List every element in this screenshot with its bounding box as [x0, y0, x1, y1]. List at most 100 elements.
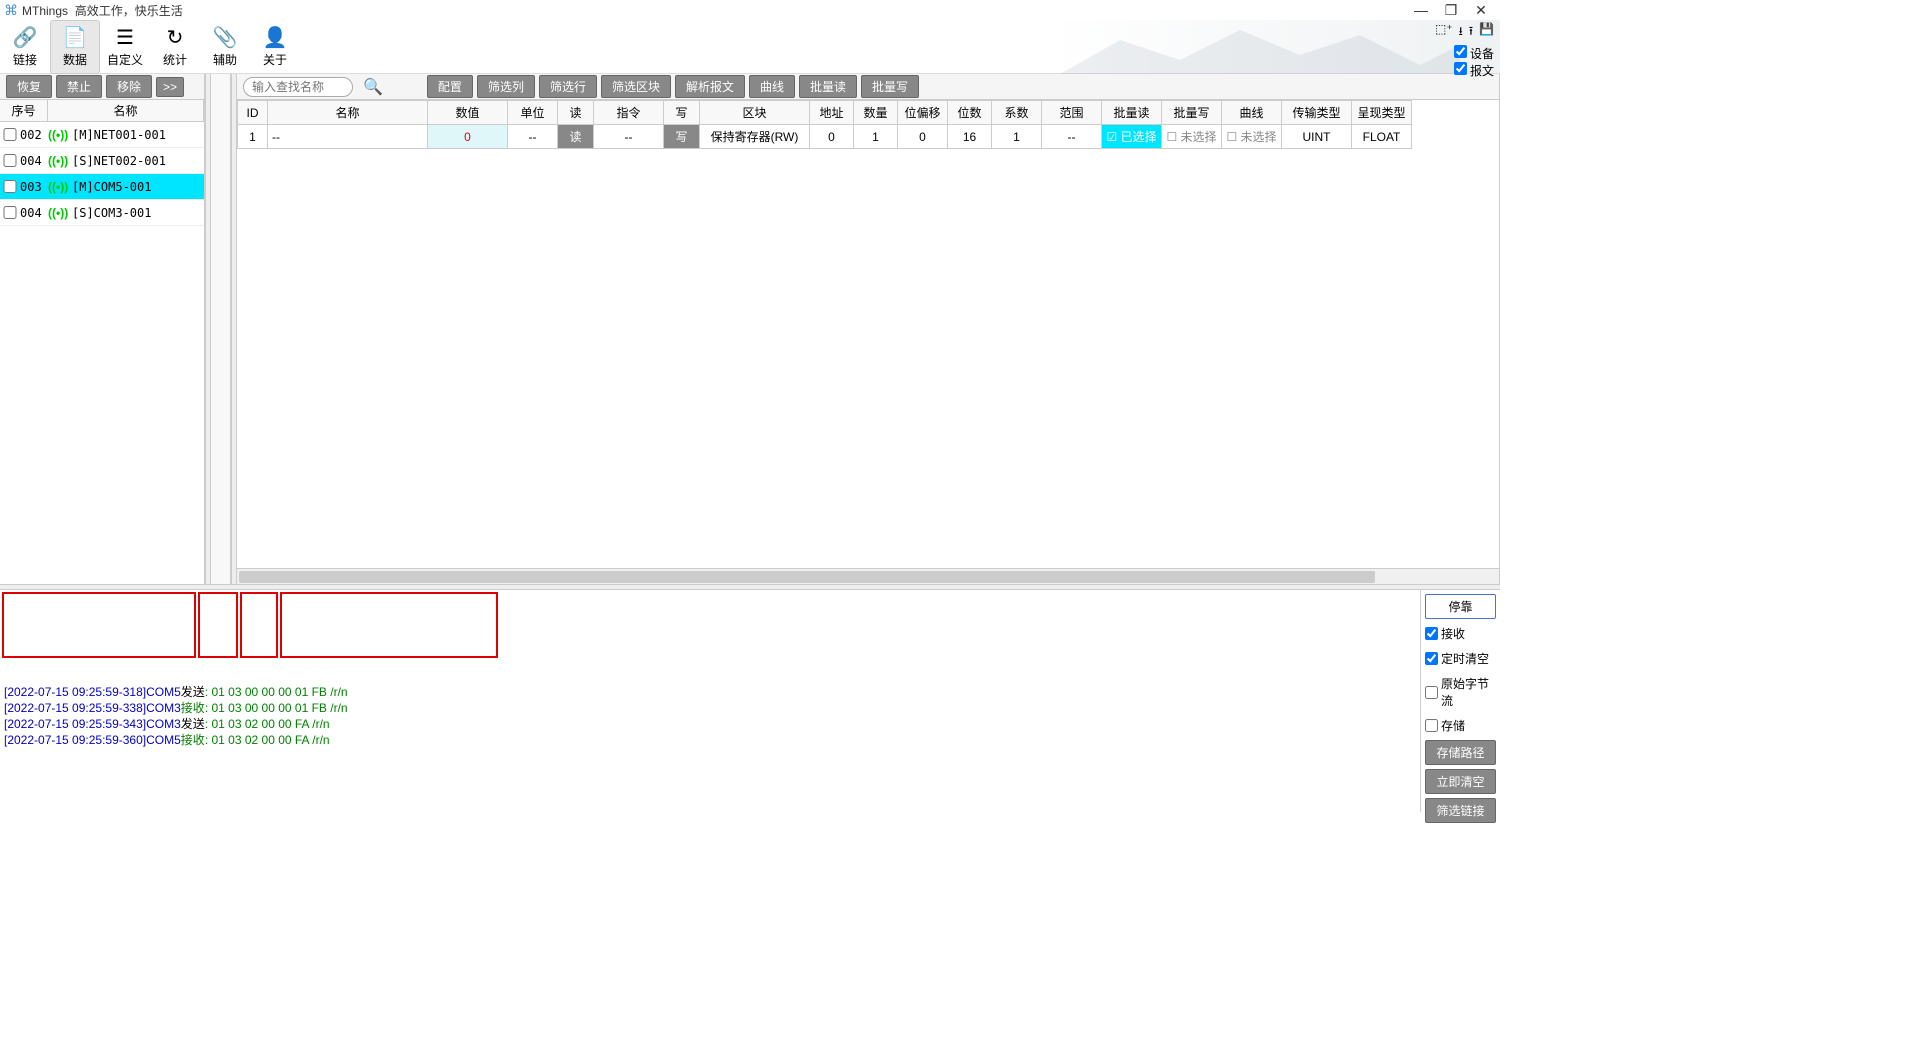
device-list: 002((•))[M]NET001-001004((•))[S]NET002-0…	[0, 122, 204, 584]
filter-col-button[interactable]: 筛选列	[477, 75, 535, 98]
table-cell[interactable]: ☑ 已选择	[1102, 125, 1162, 149]
column-header[interactable]: 名称	[268, 101, 428, 125]
close-button[interactable]: ✕	[1466, 2, 1496, 19]
restore-button[interactable]: 恢复	[6, 75, 52, 98]
store-path-button[interactable]: 存储路径	[1425, 740, 1496, 765]
log-line: [2022-07-15 09:25:59-338]COM3接收: 01 03 0…	[4, 700, 1416, 716]
column-header[interactable]: 位数	[948, 101, 992, 125]
table-cell[interactable]: 1	[992, 125, 1042, 149]
device-checkbox[interactable]	[2, 206, 18, 219]
ribbon-item-4[interactable]: 📎辅助	[200, 20, 250, 74]
table-cell[interactable]: 0	[898, 125, 948, 149]
search-input[interactable]	[243, 77, 353, 97]
curve-button[interactable]: 曲线	[749, 75, 795, 98]
table-cell[interactable]: --	[1042, 125, 1102, 149]
batch-read-button[interactable]: 批量读	[799, 75, 857, 98]
check-message[interactable]: 报文	[1454, 62, 1494, 79]
ribbon-item-5[interactable]: 👤 关于	[250, 20, 300, 74]
device-num: 002	[20, 128, 48, 142]
table-cell[interactable]: --	[508, 125, 558, 149]
horizontal-scrollbar[interactable]	[237, 568, 1499, 584]
device-row[interactable]: 003((•))[M]COM5-001	[0, 174, 204, 200]
column-header[interactable]: ID	[238, 101, 268, 125]
ribbon-item-0[interactable]: 🔗链接	[0, 20, 50, 74]
column-header[interactable]: 指令	[594, 101, 664, 125]
column-header[interactable]: 系数	[992, 101, 1042, 125]
maximize-button[interactable]: ❐	[1436, 2, 1466, 19]
table-cell[interactable]: 1	[854, 125, 898, 149]
ribbon-item-2[interactable]: ☰自定义	[100, 20, 150, 74]
table-cell[interactable]: 读	[558, 125, 594, 149]
table-cell[interactable]: 0	[810, 125, 854, 149]
column-header[interactable]: 数量	[854, 101, 898, 125]
save-icon[interactable]: 💾	[1479, 22, 1494, 43]
column-header[interactable]: 范围	[1042, 101, 1102, 125]
device-checkbox[interactable]	[2, 128, 18, 141]
column-header[interactable]: 地址	[810, 101, 854, 125]
table-cell[interactable]: 写	[664, 125, 700, 149]
right-panel: 🔍 配置 筛选列 筛选行 筛选区块 解析报文 曲线 批量读 批量写 ID名称数值…	[237, 74, 1500, 584]
column-header[interactable]: 传输类型	[1282, 101, 1352, 125]
highlight-box-port	[198, 592, 238, 658]
column-header[interactable]: 曲线	[1222, 101, 1282, 125]
export-icon[interactable]: ⭱	[1469, 22, 1473, 43]
device-row[interactable]: 004((•))[S]NET002-001	[0, 148, 204, 174]
check-raw[interactable]: 原始字节流	[1425, 673, 1496, 711]
new-window-icon[interactable]: ⬚⁺	[1435, 22, 1453, 43]
device-checkbox[interactable]	[2, 154, 18, 167]
table-cell[interactable]: 保持寄存器(RW)	[700, 125, 810, 149]
ribbon-icon: 👤	[263, 25, 288, 49]
log-text: [2022-07-15 09:25:59-318]COM5发送: 01 03 0…	[0, 590, 1420, 812]
batch-write-button[interactable]: 批量写	[861, 75, 919, 98]
log-line: [2022-07-15 09:25:59-360]COM5接收: 01 03 0…	[4, 732, 1416, 748]
check-timed-clear[interactable]: 定时清空	[1425, 648, 1496, 669]
ribbon-item-3[interactable]: ↻统计	[150, 20, 200, 74]
table-cell[interactable]: --	[268, 125, 428, 149]
column-header[interactable]: 区块	[700, 101, 810, 125]
parse-button[interactable]: 解析报文	[675, 75, 745, 98]
column-header[interactable]: 批量写	[1162, 101, 1222, 125]
import-icon[interactable]: ⭳	[1459, 22, 1463, 43]
minimize-button[interactable]: —	[1406, 2, 1436, 18]
column-header[interactable]: 读	[558, 101, 594, 125]
ribbon-item-1[interactable]: 📄数据	[50, 20, 100, 74]
device-num: 004	[20, 154, 48, 168]
table-cell[interactable]: FLOAT	[1352, 125, 1412, 149]
table-cell[interactable]: UINT	[1282, 125, 1352, 149]
device-name: [M]NET001-001	[72, 128, 204, 142]
device-checkbox[interactable]	[2, 180, 18, 193]
forbid-button[interactable]: 禁止	[56, 75, 102, 98]
device-row[interactable]: 004((•))[S]COM3-001	[0, 200, 204, 226]
column-header[interactable]: 写	[664, 101, 700, 125]
column-header[interactable]: 批量读	[1102, 101, 1162, 125]
column-header[interactable]: 呈现类型	[1352, 101, 1412, 125]
ribbon-label: 关于	[263, 51, 287, 68]
table-cell[interactable]: --	[594, 125, 664, 149]
config-button[interactable]: 配置	[427, 75, 473, 98]
device-list-header: 序号 名称	[0, 100, 204, 122]
forward-button[interactable]: >>	[156, 77, 184, 97]
stop-button[interactable]: 停靠	[1425, 594, 1496, 619]
table-cell[interactable]: 0	[428, 125, 508, 149]
check-recv[interactable]: 接收	[1425, 623, 1496, 644]
app-icon: ⌘	[4, 2, 18, 19]
filter-row-button[interactable]: 筛选行	[539, 75, 597, 98]
clear-now-button[interactable]: 立即清空	[1425, 769, 1496, 794]
table-cell[interactable]: ☐ 未选择	[1162, 125, 1222, 149]
search-icon[interactable]: 🔍	[363, 77, 383, 97]
column-header[interactable]: 位偏移	[898, 101, 948, 125]
ribbon-label: 链接	[13, 51, 37, 68]
filter-block-button[interactable]: 筛选区块	[601, 75, 671, 98]
column-header[interactable]: 数值	[428, 101, 508, 125]
table-cell[interactable]: 16	[948, 125, 992, 149]
ribbon-label: 统计	[163, 51, 187, 68]
check-device[interactable]: 设备	[1454, 45, 1494, 62]
table-row[interactable]: 1--0--读--写保持寄存器(RW)010161--☑ 已选择☐ 未选择☐ 未…	[238, 125, 1412, 149]
table-cell[interactable]: 1	[238, 125, 268, 149]
check-store[interactable]: 存储	[1425, 715, 1496, 736]
table-cell[interactable]: ☐ 未选择	[1222, 125, 1282, 149]
device-row[interactable]: 002((•))[M]NET001-001	[0, 122, 204, 148]
column-header[interactable]: 单位	[508, 101, 558, 125]
remove-button[interactable]: 移除	[106, 75, 152, 98]
filter-link-button[interactable]: 筛选链接	[1425, 798, 1496, 823]
